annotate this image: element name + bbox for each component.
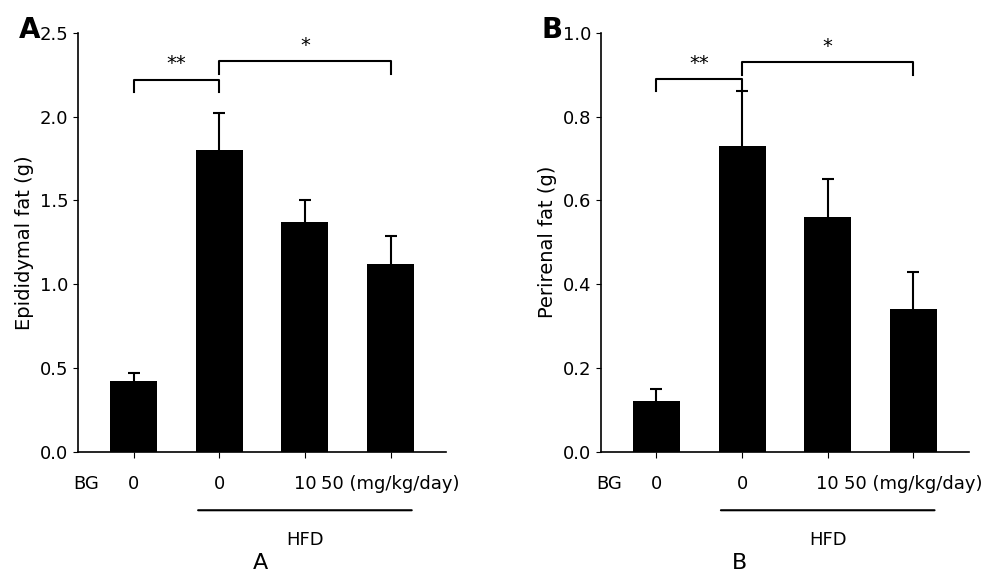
Text: HFD: HFD [809, 531, 847, 549]
Bar [890, 309, 937, 452]
Text: 50 (mg/kg/day): 50 (mg/kg/day) [844, 475, 983, 493]
Text: *: * [823, 37, 833, 56]
Bar [367, 264, 414, 452]
Y-axis label: Perirenal fat (g): Perirenal fat (g) [538, 166, 557, 318]
Text: BG: BG [597, 475, 622, 493]
Bar [196, 150, 243, 452]
Text: *: * [300, 36, 310, 55]
Text: B: B [542, 16, 563, 44]
Text: HFD: HFD [286, 531, 324, 549]
Text: BG: BG [74, 475, 99, 493]
Bar [719, 146, 766, 452]
Text: 0: 0 [128, 475, 139, 493]
Text: 50 (mg/kg/day): 50 (mg/kg/day) [321, 475, 460, 493]
Bar [110, 381, 157, 452]
Text: 0: 0 [651, 475, 662, 493]
Text: 0: 0 [214, 475, 225, 493]
Bar [804, 217, 851, 452]
Bar [633, 401, 680, 452]
Y-axis label: Epididymal fat (g): Epididymal fat (g) [15, 155, 34, 329]
Text: 10: 10 [294, 475, 316, 493]
Text: A: A [252, 553, 268, 573]
Text: B: B [732, 553, 748, 573]
Text: **: ** [689, 54, 709, 72]
Text: 10: 10 [816, 475, 839, 493]
Bar [281, 222, 328, 452]
Text: **: ** [167, 54, 186, 74]
Text: 0: 0 [736, 475, 748, 493]
Text: A: A [19, 16, 41, 44]
